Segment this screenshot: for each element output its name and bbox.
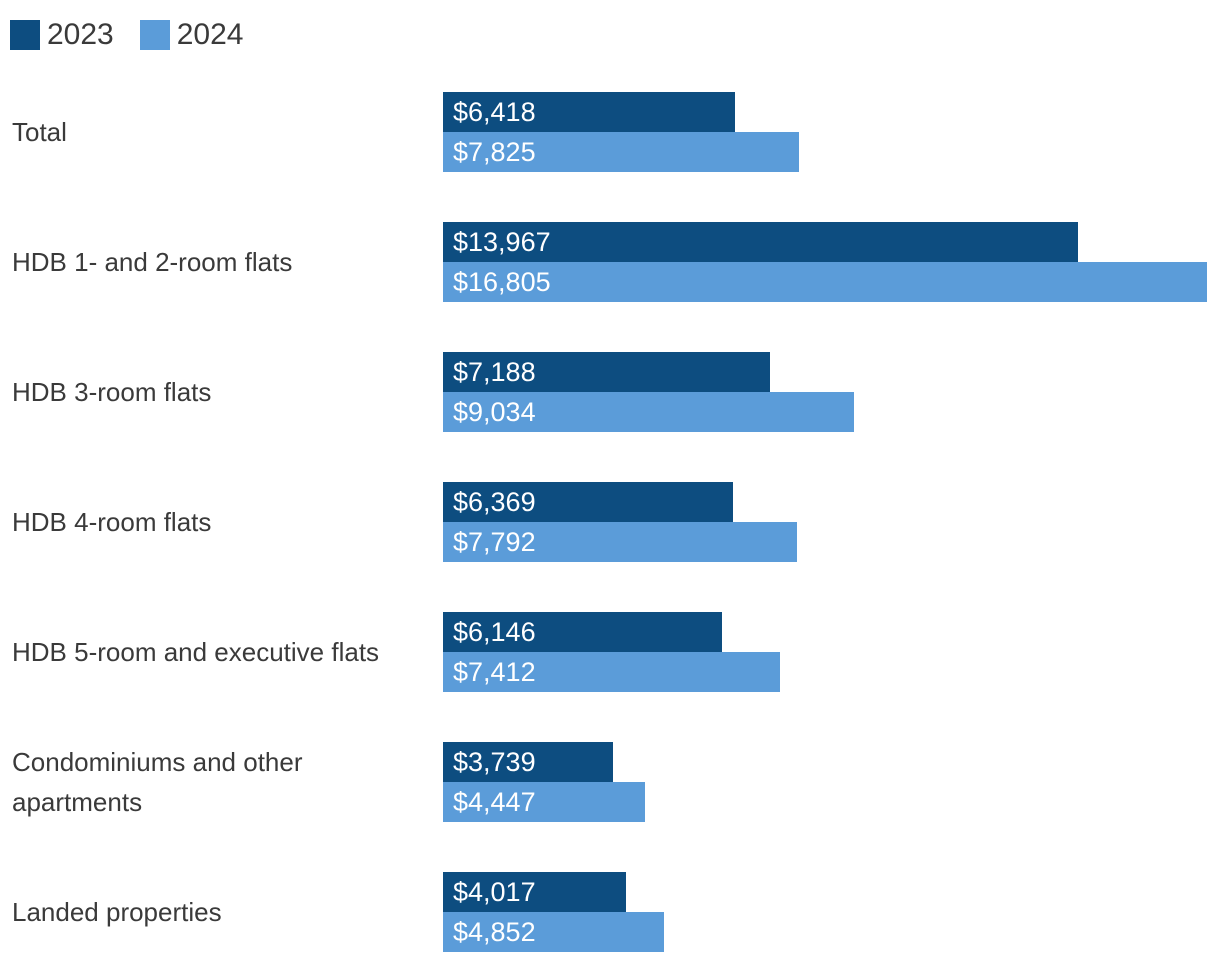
category-label: HDB 1- and 2-room flats	[12, 247, 293, 277]
bar-group: $6,369 $7,792	[443, 482, 1207, 562]
bar-2023: $3,739	[443, 742, 613, 782]
bar-2024: $16,805	[443, 262, 1207, 302]
bar-value-label: $7,188	[453, 356, 536, 387]
bar-2024: $7,792	[443, 522, 798, 562]
legend-label-2023: 2023	[47, 18, 114, 51]
category-label: Condominiums and other apartments	[12, 747, 303, 817]
bar-value-label: $7,792	[453, 526, 536, 557]
bar-value-label: $6,369	[453, 486, 536, 517]
bar-value-label: $3,739	[453, 746, 536, 777]
chart-row: Total $6,418 $7,825	[0, 67, 1220, 197]
category-label: HDB 3-room flats	[12, 377, 212, 407]
bar-2023: $6,369	[443, 482, 733, 522]
bar-2023: $4,017	[443, 872, 626, 912]
bar-2023: $6,146	[443, 612, 723, 652]
legend-label-2024: 2024	[176, 18, 244, 51]
bar-2024: $9,034	[443, 392, 854, 432]
bar-2024: $7,825	[443, 132, 799, 172]
bar-group: $13,967 $16,805	[443, 222, 1207, 302]
bar-value-label: $9,034	[453, 396, 536, 427]
legend-item-2024: 2024	[139, 18, 244, 51]
bar-value-label: $4,017	[453, 876, 536, 907]
bar-value-label: $4,447	[453, 786, 536, 817]
bar-group: $4,017 $4,852	[443, 872, 1207, 952]
chart-row: HDB 1- and 2-room flats $13,967 $16,805	[0, 197, 1220, 327]
chart-rows: Total $6,418 $7,825 HDB 1- and 2-room flats…	[0, 67, 1220, 962]
legend-swatch-2024	[139, 20, 170, 50]
bar-value-label: $16,805	[453, 266, 551, 297]
category-label: HDB 5-room and executive flats	[12, 637, 380, 667]
bar-value-label: $7,412	[453, 656, 536, 687]
legend: 2023 2024	[10, 20, 244, 50]
chart-row: Condominiums and other apartments $3,739 $…	[0, 717, 1220, 847]
chart-row: HDB 3-room flats $7,188 $9,034	[0, 327, 1220, 457]
bar-group: $7,188 $9,034	[443, 352, 1207, 432]
bar-2024: $4,447	[443, 782, 646, 822]
legend-item-2023: 2023	[10, 20, 114, 50]
chart-row: HDB 5-room and executive flats $6,146 $7,4…	[0, 587, 1220, 717]
category-label: Landed properties	[12, 897, 222, 927]
bar-value-label: $13,967	[453, 226, 551, 257]
bar-value-label: $6,146	[453, 616, 536, 647]
bar-group: $6,146 $7,412	[443, 612, 1207, 692]
bar-2023: $6,418	[443, 92, 735, 132]
bar-2024: $4,852	[443, 912, 664, 952]
bar-group: $6,418 $7,825	[443, 92, 1207, 172]
category-label: HDB 4-room flats	[12, 507, 212, 537]
bar-group: $3,739 $4,447	[443, 742, 1207, 822]
chart-row: HDB 4-room flats $6,369 $7,792	[0, 457, 1220, 587]
bar-2024: $7,412	[443, 652, 780, 692]
bar-2023: $13,967	[443, 222, 1078, 262]
legend-swatch-2023	[10, 20, 40, 50]
bar-value-label: $4,852	[453, 916, 536, 947]
chart-row: Landed properties $4,017 $4,852	[0, 847, 1220, 962]
bar-value-label: $6,418	[453, 96, 536, 127]
bar-2023: $7,188	[443, 352, 770, 392]
category-label: Total	[12, 117, 67, 147]
bar-value-label: $7,825	[453, 136, 536, 167]
